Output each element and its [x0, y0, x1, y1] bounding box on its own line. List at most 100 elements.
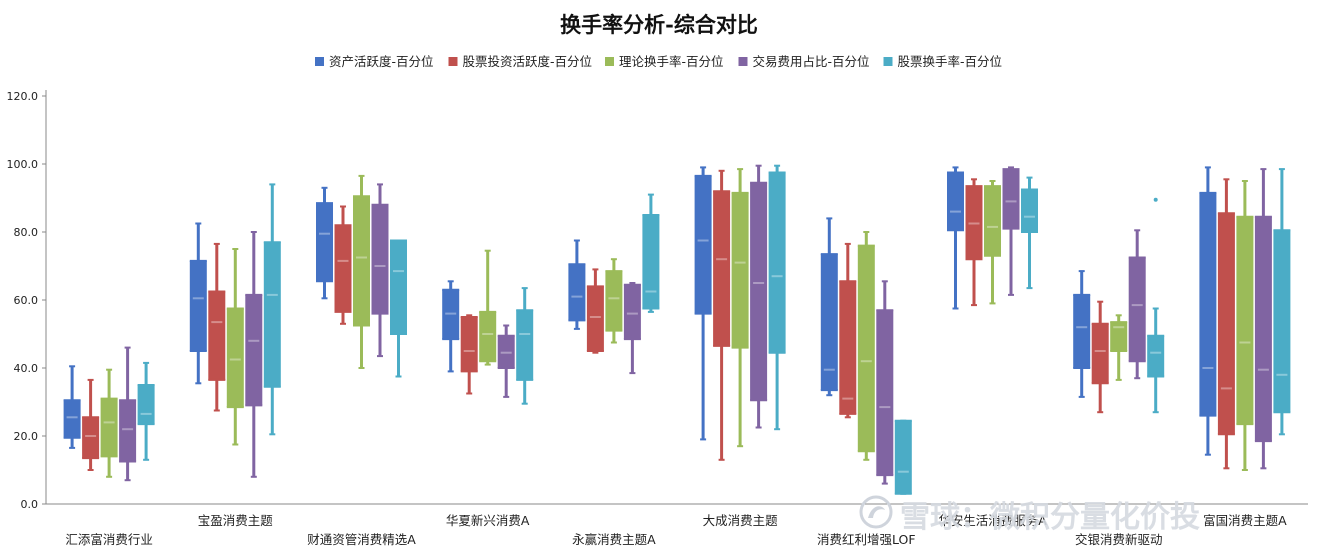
box-5-2 [731, 168, 749, 448]
box-4-4 [642, 193, 660, 313]
x-category-label: 财通资管消费精选A [307, 532, 416, 547]
iqr-box [1110, 322, 1128, 351]
legend-swatch [315, 57, 324, 66]
legend-swatch [448, 57, 458, 66]
chart-title: 换手率分析-综合对比 [560, 12, 758, 37]
box-2-3 [371, 183, 389, 358]
box-4-2 [605, 258, 623, 344]
legend-label: 股票投资活跃度-百分位 [463, 54, 593, 69]
x-category-label: 消费红利增强LOF [817, 532, 916, 547]
iqr-box [460, 317, 478, 372]
iqr-box [1091, 323, 1109, 384]
box-8-4 [1147, 197, 1165, 414]
iqr-box [226, 308, 244, 408]
iqr-box [839, 281, 857, 414]
box-6-2 [857, 231, 875, 461]
box-1-1 [208, 242, 226, 412]
box-0-0 [63, 365, 81, 449]
box-5-0 [694, 166, 712, 441]
box-0-3 [119, 346, 137, 482]
x-category-label: 永赢消费主题A [572, 532, 656, 547]
box-7-1 [965, 178, 983, 307]
iqr-box [516, 310, 534, 380]
box-2-0 [316, 186, 333, 300]
iqr-box [768, 172, 786, 353]
box-7-2 [984, 180, 1001, 305]
iqr-box [245, 294, 263, 406]
iqr-box [586, 286, 604, 351]
box-8-0 [1073, 270, 1091, 398]
iqr-box [857, 245, 875, 452]
y-tick-label: 120.0 [7, 90, 39, 103]
snowball-logo-icon [859, 495, 893, 529]
legend-swatch [883, 57, 893, 66]
iqr-box [263, 242, 281, 387]
legend-item: 交易费用占比-百分位 [738, 54, 870, 69]
y-tick-label: 40.0 [14, 362, 39, 375]
y-tick-label: 80.0 [14, 226, 39, 239]
x-category-label: 汇添富消费行业 [65, 532, 153, 547]
iqr-box [731, 192, 749, 348]
box-6-4 [894, 419, 912, 495]
box-5-1 [713, 169, 731, 461]
legend-item: 理论换手率-百分位 [605, 54, 724, 69]
legend-swatch [738, 57, 748, 66]
box-9-0 [1199, 166, 1217, 456]
box-9-2 [1236, 180, 1254, 471]
iqr-box [82, 417, 100, 459]
box-4-3 [623, 282, 641, 375]
iqr-box [965, 186, 983, 260]
x-category-label: 华夏新兴消费A [446, 513, 530, 528]
iqr-box [1128, 257, 1146, 362]
x-category-label: 交银消费新驱动 [1075, 532, 1163, 547]
box-6-3 [876, 280, 894, 485]
box-2-4 [390, 239, 407, 378]
box-3-2 [479, 249, 497, 366]
iqr-box [371, 204, 389, 314]
box-0-2 [100, 368, 118, 478]
iqr-box [947, 172, 964, 231]
box-7-0 [947, 166, 964, 310]
box-3-3 [497, 324, 515, 398]
iqr-box [100, 398, 118, 457]
iqr-box [334, 225, 352, 312]
watermark-text: 雪球：微积分量化价投 [900, 500, 1200, 535]
iqr-box [497, 335, 515, 368]
y-tick-label: 0.0 [21, 498, 39, 511]
iqr-box [750, 182, 768, 401]
iqr-box [1147, 335, 1165, 377]
watermark: 雪球：微积分量化价投 [859, 495, 1200, 535]
box-1-4 [263, 183, 281, 436]
box-8-3 [1128, 229, 1146, 380]
iqr-box [479, 311, 497, 362]
iqr-box [1217, 213, 1235, 435]
iqr-box [713, 191, 731, 346]
y-tick-label: 100.0 [7, 158, 39, 171]
iqr-box [119, 400, 137, 462]
box-0-4 [137, 361, 155, 461]
legend-item: 资产活跃度-百分位 [315, 54, 434, 69]
iqr-box [568, 264, 586, 321]
iqr-box [1073, 294, 1091, 368]
box-8-1 [1091, 300, 1109, 414]
iqr-box [1199, 192, 1217, 416]
iqr-box [605, 271, 623, 331]
x-category-label: 华安生活消费服务A [938, 513, 1047, 528]
iqr-box [1021, 189, 1038, 232]
iqr-box [642, 215, 660, 309]
legend: 资产活跃度-百分位 股票投资活跃度-百分位 理论换手率-百分位 交易费用占比-百分位 股… [315, 54, 1002, 69]
iqr-box [442, 289, 460, 340]
iqr-box [316, 203, 333, 282]
box-5-3 [750, 164, 768, 429]
outlier-point [1153, 197, 1158, 202]
box-3-1 [460, 314, 478, 395]
iqr-box [820, 254, 838, 391]
box-8-2 [1110, 314, 1128, 381]
y-tick-label: 60.0 [14, 294, 39, 307]
box-9-3 [1254, 168, 1272, 470]
legend-swatch [605, 57, 614, 66]
legend-item: 股票换手率-百分位 [883, 54, 1002, 69]
box-4-0 [568, 239, 586, 330]
legend-label: 交易费用占比-百分位 [753, 54, 870, 69]
